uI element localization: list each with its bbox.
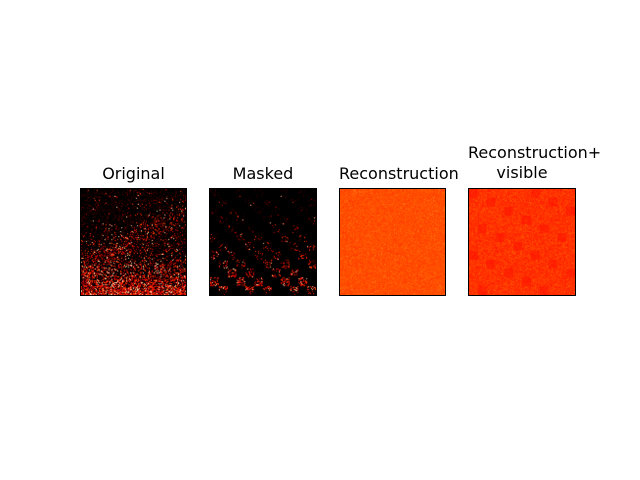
original-image-panel <box>80 188 187 296</box>
title-reconstruction-visible-line-1: Reconstruction+ <box>468 143 602 162</box>
title-reconstruction-visible: Reconstruction+ visible <box>468 143 602 183</box>
title-reconstruction: Reconstruction <box>339 164 459 184</box>
masked-image-panel <box>209 188 317 296</box>
title-masked: Masked <box>209 164 317 184</box>
title-original: Original <box>80 164 187 184</box>
masked-image <box>210 189 316 295</box>
original-image <box>81 189 186 295</box>
reconstruction-visible-image <box>469 189 575 295</box>
reconstruction-image-panel <box>339 188 446 296</box>
reconstruction-visible-image-panel <box>468 188 576 296</box>
title-masked-line-1: Masked <box>232 164 294 183</box>
title-original-line-1: Original <box>102 164 165 183</box>
title-reconstruction-line-1: Reconstruction <box>339 164 459 183</box>
title-reconstruction-visible-line-2: visible <box>496 163 548 182</box>
reconstruction-image <box>340 189 445 295</box>
